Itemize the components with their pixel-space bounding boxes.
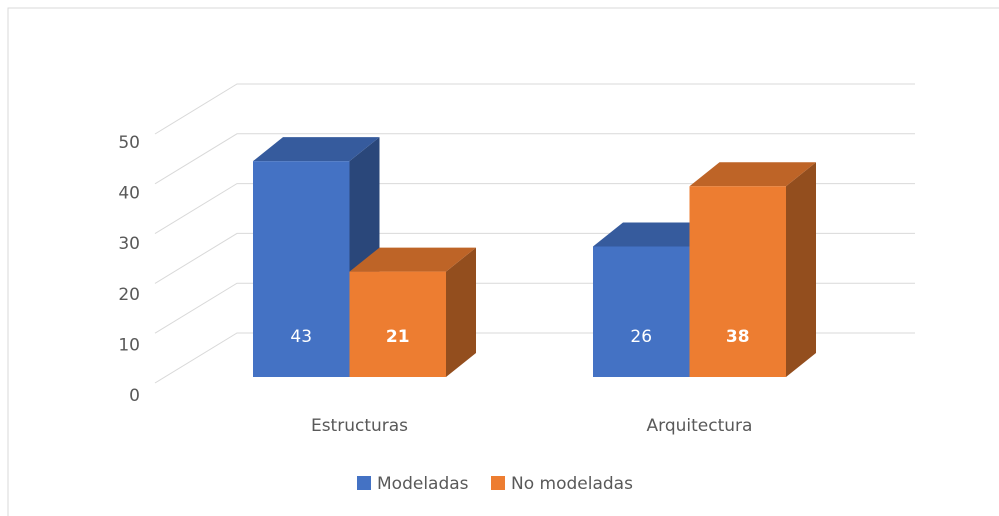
data-label: 38 <box>726 327 750 347</box>
frame <box>7 7 999 516</box>
legend-label: No modeladas <box>511 474 633 494</box>
bar-top <box>253 137 380 162</box>
grid-line <box>154 133 915 185</box>
data-label: 21 <box>386 327 410 347</box>
y-tick-label: 40 <box>118 184 140 204</box>
bar-top <box>593 222 720 247</box>
data-label: 26 <box>630 327 652 347</box>
bar <box>253 161 350 377</box>
bar <box>593 246 690 377</box>
bar <box>689 186 786 377</box>
legend-swatch <box>357 476 371 490</box>
y-tick-label: 50 <box>118 133 140 153</box>
grid-line <box>154 83 915 135</box>
bar <box>349 271 446 377</box>
y-tick-label: 20 <box>118 285 140 305</box>
bar-side <box>446 247 476 377</box>
bar-side <box>786 162 816 377</box>
data-label: 43 <box>290 327 312 347</box>
y-tick-label: 0 <box>129 386 140 406</box>
grid-line <box>154 183 915 235</box>
y-tick-label: 10 <box>118 335 140 355</box>
bar-top <box>689 162 816 187</box>
legend-swatch <box>491 476 505 490</box>
legend-label: Modeladas <box>377 474 469 494</box>
x-tick-label: Arquitectura <box>647 416 753 436</box>
y-tick-label: 30 <box>118 234 140 254</box>
x-tick-label: Estructuras <box>311 416 408 436</box>
bar-top <box>349 247 476 272</box>
